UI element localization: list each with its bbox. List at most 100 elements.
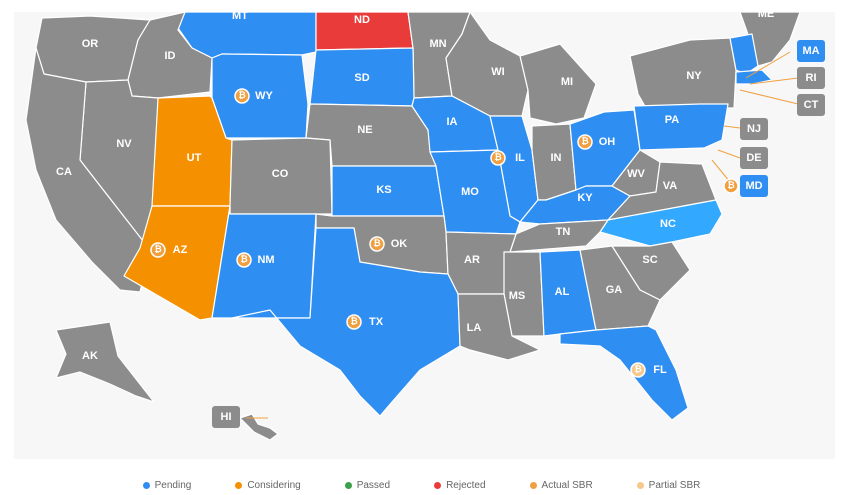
state-label-in: IN bbox=[551, 152, 562, 164]
state-label-ca: CA bbox=[56, 166, 72, 178]
legend-item-rejected[interactable]: Rejected bbox=[434, 476, 486, 494]
state-hi-islands[interactable] bbox=[239, 413, 279, 441]
legend-item-passed[interactable]: Passed bbox=[344, 476, 391, 494]
state-abbr: KY bbox=[577, 192, 593, 204]
bitcoin-glyph: ₿ bbox=[581, 136, 588, 147]
bitcoin-glyph: ₿ bbox=[240, 254, 247, 265]
box-ct[interactable] bbox=[797, 94, 825, 116]
bitcoin-hex-icon bbox=[529, 481, 537, 489]
legend-dot-icon bbox=[344, 481, 352, 489]
box-nj[interactable] bbox=[740, 118, 768, 140]
state-label-sc: SC bbox=[642, 254, 657, 266]
state-abbr: VA bbox=[663, 180, 678, 192]
state-label-mo: MO bbox=[461, 186, 479, 198]
legend-label: Actual SBR bbox=[541, 479, 593, 491]
state-abbr: IA bbox=[447, 116, 458, 128]
state-ny[interactable] bbox=[629, 37, 737, 109]
bitcoin-glyph: ₿ bbox=[238, 90, 245, 101]
state-abbr: IL bbox=[515, 152, 525, 164]
legend-label: Considering bbox=[247, 479, 301, 491]
box-md[interactable] bbox=[740, 175, 768, 197]
state-abbr: NM bbox=[257, 254, 274, 266]
state-abbr: MI bbox=[561, 76, 573, 88]
state-label-ne: NE bbox=[357, 124, 372, 136]
box-nj-label: NJ bbox=[747, 123, 761, 135]
state-tx[interactable] bbox=[231, 227, 461, 417]
legend-item-partial-sbr[interactable]: Partial SBR bbox=[636, 476, 701, 494]
state-nh-vt[interactable] bbox=[729, 33, 759, 75]
state-label-ky: KY bbox=[577, 192, 593, 204]
state-label-al: AL bbox=[555, 286, 570, 298]
state-label-or: OR bbox=[82, 38, 99, 50]
state-abbr: IN bbox=[551, 152, 562, 164]
state-ak[interactable] bbox=[55, 321, 155, 403]
legend-item-actual-sbr[interactable]: Actual SBR bbox=[529, 476, 593, 494]
state-label-az: ₿ AZ bbox=[150, 242, 188, 258]
legend-label: Passed bbox=[356, 479, 391, 491]
state-label-sd: SD bbox=[354, 72, 369, 84]
bitcoin-reserve-icon bbox=[490, 150, 506, 166]
box-ma[interactable] bbox=[797, 40, 825, 62]
state-pa[interactable] bbox=[633, 103, 729, 151]
bitcoin-reserve-icon bbox=[577, 134, 593, 150]
legend-item-considering[interactable]: Considering bbox=[235, 476, 301, 494]
state-abbr: LA bbox=[467, 322, 482, 334]
state-label-wv: WV bbox=[627, 168, 645, 180]
state-abbr: WV bbox=[627, 168, 645, 180]
state-abbr: UT bbox=[187, 152, 202, 164]
state-label-ar: AR bbox=[464, 254, 480, 266]
state-abbr: NV bbox=[116, 138, 132, 150]
box-de[interactable] bbox=[740, 147, 768, 169]
state-label-nc: NC bbox=[660, 218, 676, 230]
legend-dot-icon bbox=[434, 481, 442, 489]
state-la[interactable] bbox=[457, 293, 541, 361]
state-label-nv: NV bbox=[116, 138, 132, 150]
state-mi[interactable] bbox=[519, 43, 597, 125]
legend: Pending Considering Passed Rejected Actual S… bbox=[0, 476, 843, 494]
state-abbr: ID bbox=[165, 50, 176, 62]
legend-item-pending[interactable]: Pending bbox=[142, 476, 191, 494]
box-ri[interactable] bbox=[797, 67, 825, 89]
state-abbr: AL bbox=[555, 286, 570, 298]
state-abbr: WI bbox=[491, 66, 504, 78]
bitcoin-reserve-icon bbox=[236, 252, 252, 268]
state-label-ny: NY bbox=[686, 70, 702, 82]
bitcoin-glyph: ₿ bbox=[634, 364, 641, 375]
box-hi[interactable] bbox=[212, 406, 240, 428]
state-abbr: MT bbox=[232, 12, 248, 22]
bitcoin-glyph: ₿ bbox=[494, 152, 501, 163]
legend-dot-icon bbox=[142, 481, 150, 489]
state-fl[interactable] bbox=[559, 325, 689, 421]
bitcoin-hex-icon bbox=[636, 481, 644, 489]
state-label-me: ME bbox=[758, 12, 775, 20]
state-abbr: FL bbox=[653, 364, 667, 376]
state-abbr: AZ bbox=[173, 244, 188, 256]
state-label-ga: GA bbox=[606, 284, 623, 296]
state-abbr: NE bbox=[357, 124, 372, 136]
state-label-nm: ₿ NM bbox=[236, 252, 275, 268]
state-label-la: LA bbox=[467, 322, 482, 334]
state-abbr: TX bbox=[369, 316, 384, 328]
box-hi-label: HI bbox=[221, 411, 232, 423]
box-md-label: MD bbox=[745, 180, 762, 192]
state-abbr: SC bbox=[642, 254, 657, 266]
bitcoin-reserve-icon bbox=[723, 178, 739, 194]
legend-label: Partial SBR bbox=[648, 479, 701, 491]
state-abbr: WY bbox=[255, 90, 273, 102]
state-abbr: SD bbox=[354, 72, 369, 84]
state-abbr: NC bbox=[660, 218, 676, 230]
state-id[interactable] bbox=[127, 12, 213, 99]
state-label-oh: ₿ OH bbox=[577, 134, 615, 150]
state-ms[interactable] bbox=[503, 251, 545, 337]
state-label-ia: IA bbox=[447, 116, 458, 128]
bitcoin-glyph: ₿ bbox=[727, 180, 734, 191]
bitcoin-reserve-icon bbox=[234, 88, 250, 104]
state-label-ks: KS bbox=[376, 184, 391, 196]
bitcoin-reserve-icon bbox=[369, 236, 385, 252]
bitcoin-reserve-icon bbox=[630, 362, 646, 378]
state-ca[interactable] bbox=[25, 47, 151, 293]
state-label-mi: MI bbox=[561, 76, 573, 88]
legend-dot-icon bbox=[235, 481, 243, 489]
box-ct-label: CT bbox=[804, 99, 819, 111]
box-de-label: DE bbox=[746, 152, 761, 164]
